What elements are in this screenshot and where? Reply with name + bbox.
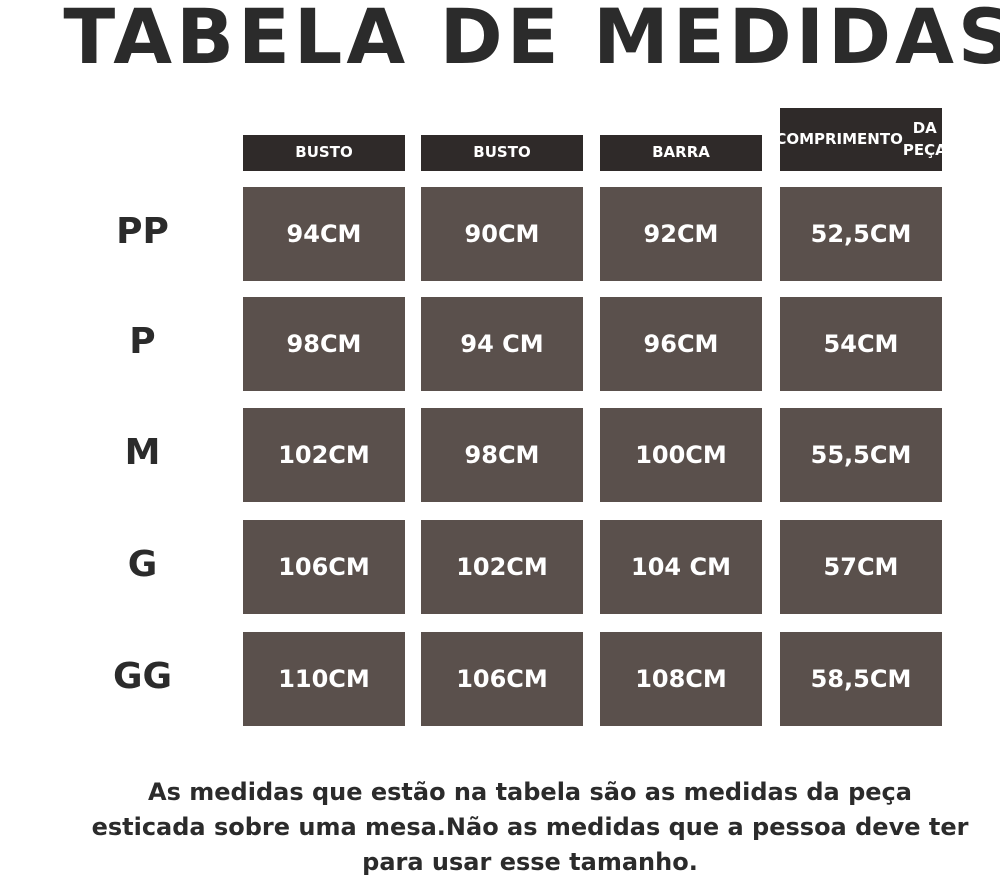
measure-cell: 106CM: [421, 632, 583, 726]
measure-cell: 94CM: [243, 187, 405, 281]
measure-cell: 55,5CM: [780, 408, 942, 502]
footnote-line: As medidas que estão na tabela são as me…: [148, 778, 912, 806]
measure-cell: 104 CM: [600, 520, 762, 614]
measure-cell: 98CM: [421, 408, 583, 502]
footnote: As medidas que estão na tabela são as me…: [0, 775, 1000, 880]
size-label: P: [129, 321, 156, 362]
size-label: PP: [116, 211, 169, 252]
column-header: BUSTO: [421, 135, 583, 171]
measure-cell: 108CM: [600, 632, 762, 726]
measure-cell: 102CM: [243, 408, 405, 502]
column-header: BARRA: [600, 135, 762, 171]
size-label: G: [127, 544, 158, 585]
measure-cell: 94 CM: [421, 297, 583, 391]
measure-cell: 57CM: [780, 520, 942, 614]
size-label: M: [124, 432, 161, 473]
size-label: GG: [112, 656, 173, 697]
measure-cell: 54CM: [780, 297, 942, 391]
measure-cell: 96CM: [600, 297, 762, 391]
measure-cell: 58,5CM: [780, 632, 942, 726]
measure-cell: 102CM: [421, 520, 583, 614]
measure-cell: 106CM: [243, 520, 405, 614]
footnote-line: esticada sobre uma mesa.Não as medidas q…: [91, 813, 969, 841]
measure-cell: 98CM: [243, 297, 405, 391]
column-header: BUSTO: [243, 135, 405, 171]
measure-cell: 100CM: [600, 408, 762, 502]
measure-cell: 90CM: [421, 187, 583, 281]
page-title: TABELA DE MEDIDAS: [63, 0, 1000, 81]
measure-cell: 52,5CM: [780, 187, 942, 281]
measure-cell: 110CM: [243, 632, 405, 726]
measure-cell: 92CM: [600, 187, 762, 281]
footnote-line: para usar esse tamanho.: [362, 848, 698, 876]
column-header: COMPRIMENTO DA PEÇA: [775, 108, 947, 171]
